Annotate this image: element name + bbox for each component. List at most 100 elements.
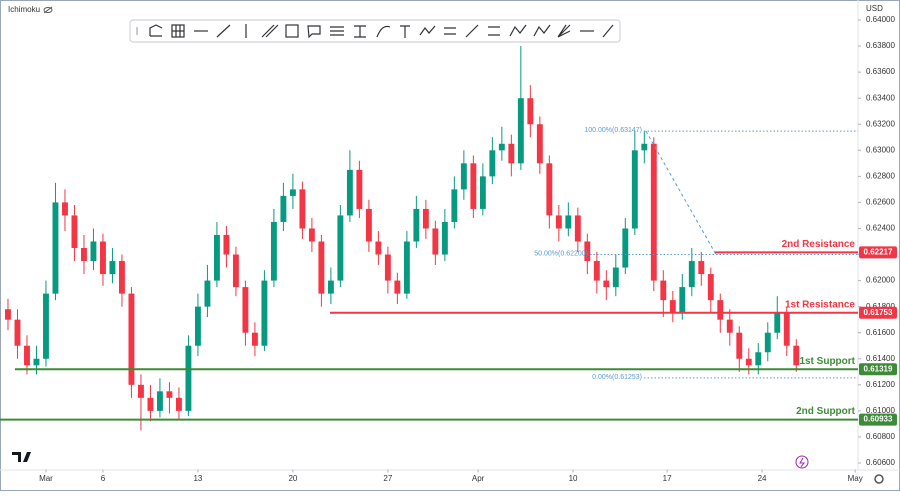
candle-body	[394, 280, 401, 294]
candle-body	[24, 345, 30, 366]
candle-body	[289, 189, 296, 196]
candle-body	[717, 300, 724, 320]
candle-body	[593, 261, 600, 281]
candle-body	[441, 221, 448, 255]
y-tick-label: 0.63000	[866, 145, 895, 154]
candle-body	[242, 287, 249, 333]
candle-body	[736, 332, 743, 359]
candle-body	[346, 169, 353, 216]
candle-body	[5, 309, 11, 320]
fib-label: 0.00%(0.61253)	[592, 374, 642, 381]
candle-body	[327, 280, 334, 294]
candle-body	[33, 358, 40, 366]
lightning-icon[interactable]	[795, 455, 809, 469]
candle-body	[337, 215, 344, 281]
candle-body	[318, 241, 325, 294]
level-price-box	[859, 363, 897, 376]
y-tick-label: 0.64000	[866, 15, 895, 24]
candle-body	[565, 215, 572, 229]
candle-body	[479, 176, 486, 209]
candle-body	[555, 215, 562, 229]
candle-body	[166, 391, 173, 398]
candle-body	[365, 208, 372, 242]
candle-body	[62, 202, 68, 216]
candle-body	[517, 98, 524, 164]
candle-body	[52, 202, 59, 294]
settings-icon[interactable]	[874, 474, 884, 484]
candle-body	[679, 287, 686, 314]
candle-body	[536, 124, 543, 164]
x-tick-label: 13	[193, 474, 202, 483]
candle-body	[261, 280, 268, 346]
y-tick-label: 0.61200	[866, 380, 895, 389]
level-name: 2nd Support	[796, 406, 856, 417]
candle-body	[755, 352, 762, 366]
candle-body	[251, 332, 258, 346]
candle-body	[631, 150, 638, 229]
candle-body	[707, 274, 714, 301]
candle-body	[185, 345, 192, 411]
tool-icons[interactable]	[136, 24, 614, 39]
candle-body	[137, 384, 144, 398]
y-tick-label: 0.63600	[866, 67, 895, 76]
level-price: 0.61753	[864, 308, 893, 317]
candle-body	[308, 228, 315, 242]
level-price-box	[859, 306, 897, 319]
candle-body	[489, 150, 496, 177]
candle-body	[774, 313, 781, 333]
x-tick-label: 24	[758, 474, 767, 483]
level-price: 0.60933	[864, 415, 893, 424]
x-tick-label: 20	[288, 474, 297, 483]
candle-body	[213, 234, 220, 281]
candle-body	[574, 215, 581, 242]
candle-body	[603, 280, 610, 288]
level-price: 0.61319	[864, 364, 893, 373]
fib-label: 50.00%(0.62200)	[534, 250, 588, 257]
candle-body	[147, 397, 154, 411]
candle-body	[375, 241, 382, 255]
y-tick-label: 0.62800	[866, 171, 895, 180]
candle-body	[223, 234, 230, 255]
candle-body	[194, 306, 201, 346]
candle-body	[745, 358, 752, 366]
candle-body	[698, 261, 705, 275]
candle-body	[584, 241, 591, 262]
x-tick-label: Apr	[472, 474, 485, 483]
candle-body	[432, 228, 439, 255]
logo	[12, 452, 31, 462]
candle-body	[384, 254, 391, 281]
y-tick-label: 0.63200	[866, 119, 895, 128]
candle-body	[508, 143, 515, 164]
y-tick-label: 0.60800	[866, 432, 895, 441]
y-tick-label: 0.63800	[866, 41, 895, 50]
candle-body	[109, 261, 116, 275]
currency-label[interactable]: USD	[866, 4, 883, 13]
drawing-toolbar	[129, 19, 621, 43]
candle-body	[280, 195, 287, 222]
y-tick-label: 0.62000	[866, 276, 895, 285]
candle-body	[81, 248, 87, 262]
y-tick-label: 0.63400	[866, 93, 895, 102]
x-tick-label: 17	[663, 474, 672, 483]
candle-body	[175, 397, 182, 411]
level-name: 2nd Resistance	[782, 239, 856, 250]
candle-body	[764, 332, 771, 353]
candle-body	[612, 267, 619, 288]
eye-icon[interactable]	[43, 6, 53, 14]
candle-body	[299, 189, 306, 229]
candle-body	[100, 241, 106, 275]
level-name: 1st Resistance	[785, 299, 855, 310]
candle-body	[156, 391, 163, 411]
candle-body	[793, 345, 800, 366]
candle-body	[783, 313, 790, 346]
x-tick-label: Mar	[39, 474, 53, 483]
candle-body	[422, 208, 429, 229]
candle-body	[270, 221, 277, 281]
candle-body	[356, 169, 363, 209]
candle-body	[119, 261, 125, 294]
candle-body	[90, 241, 97, 262]
candle-body	[669, 300, 676, 314]
plot	[5, 46, 800, 431]
y-tick-label: 0.62600	[866, 198, 895, 207]
